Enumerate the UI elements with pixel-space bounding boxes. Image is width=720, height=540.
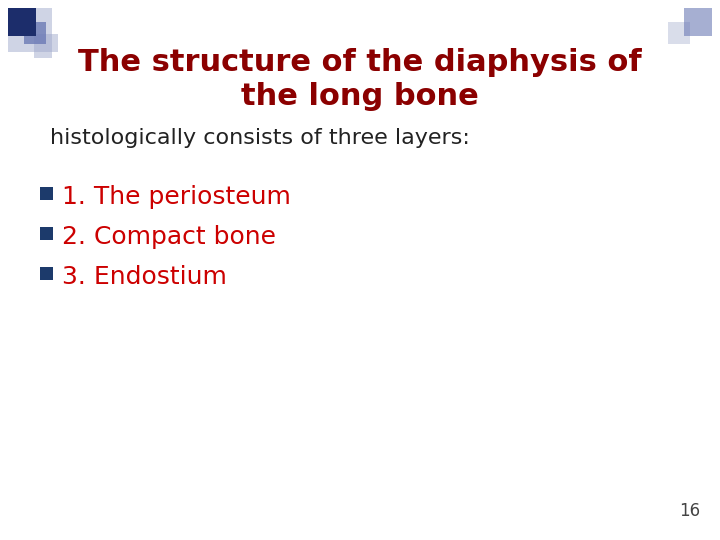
Bar [24, 22, 46, 44]
Text: The structure of the diaphysis of: The structure of the diaphysis of [78, 48, 642, 77]
Text: 2. Compact bone: 2. Compact bone [62, 225, 276, 249]
Text: the long bone: the long bone [241, 82, 479, 111]
Bar [8, 34, 58, 52]
Bar [684, 8, 712, 36]
Bar [668, 22, 690, 44]
Bar [40, 267, 53, 280]
Text: 3. Endostium: 3. Endostium [62, 265, 227, 289]
Bar [34, 8, 52, 58]
Bar [8, 8, 36, 36]
Bar [40, 187, 53, 200]
Text: 16: 16 [679, 502, 700, 520]
Text: histologically consists of three layers:: histologically consists of three layers: [50, 128, 470, 148]
Bar [40, 227, 53, 240]
Text: 1. The periosteum: 1. The periosteum [62, 185, 291, 209]
